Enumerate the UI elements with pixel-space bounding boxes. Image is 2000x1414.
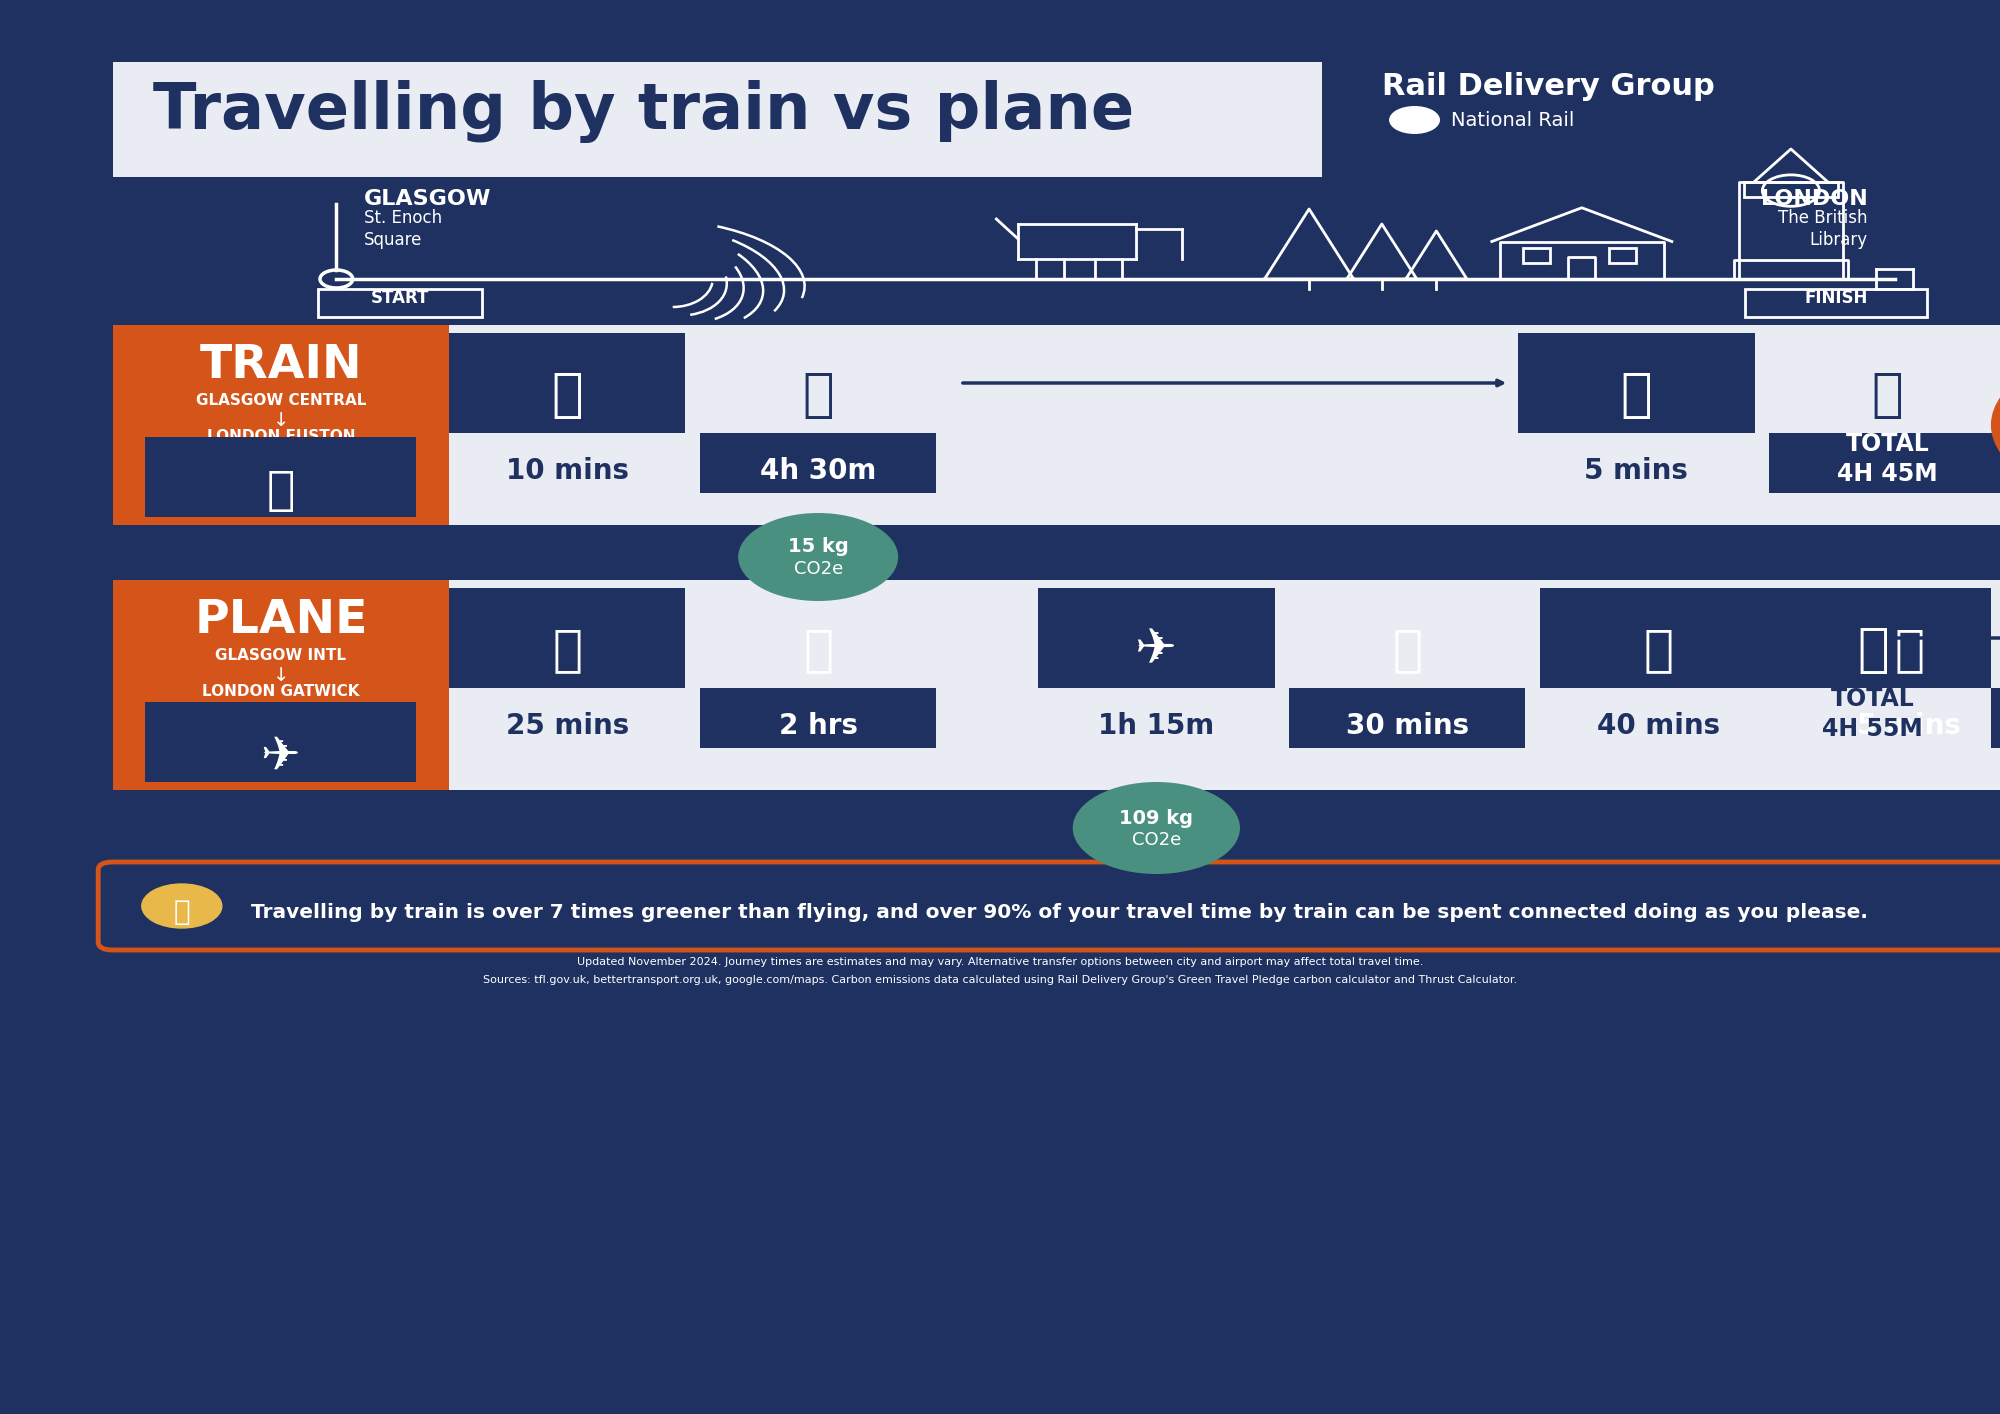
Text: START: START [370, 288, 430, 307]
FancyBboxPatch shape [146, 437, 416, 518]
FancyBboxPatch shape [700, 588, 936, 689]
Text: 15 kg: 15 kg [788, 537, 848, 557]
FancyBboxPatch shape [450, 433, 686, 493]
Circle shape [142, 884, 222, 928]
Text: 4h 30m: 4h 30m [760, 457, 876, 485]
Text: 10 mins: 10 mins [506, 457, 628, 485]
Circle shape [738, 513, 898, 601]
Text: The British
Library: The British Library [1778, 209, 1868, 249]
Text: Travelling by train vs plane: Travelling by train vs plane [152, 81, 1134, 143]
Text: Travelling by train is over 7 times greener than flying, and over 90% of your tr: Travelling by train is over 7 times gree… [250, 902, 1868, 922]
Text: 5 mins: 5 mins [1858, 713, 1962, 740]
Text: TOTAL
4H 55M: TOTAL 4H 55M [1822, 687, 1924, 741]
FancyBboxPatch shape [1540, 588, 1776, 689]
FancyBboxPatch shape [112, 62, 1322, 177]
FancyBboxPatch shape [112, 580, 450, 790]
Text: 📍: 📍 [1872, 369, 1904, 421]
FancyBboxPatch shape [450, 588, 686, 689]
Text: 🚶: 🚶 [1620, 369, 1652, 421]
FancyBboxPatch shape [1790, 588, 2000, 689]
FancyBboxPatch shape [112, 151, 2000, 317]
Text: 💡: 💡 [174, 898, 190, 926]
FancyBboxPatch shape [1770, 433, 2000, 493]
Text: PLANE: PLANE [194, 598, 368, 643]
FancyBboxPatch shape [1038, 689, 1274, 748]
FancyBboxPatch shape [1540, 689, 1776, 748]
Text: 🧳: 🧳 [1392, 626, 1422, 674]
Text: 🚆: 🚆 [266, 469, 296, 515]
FancyBboxPatch shape [1290, 689, 1526, 748]
Text: ✈️: ✈️ [1136, 626, 1178, 674]
Text: 109 kg: 109 kg [1120, 809, 1194, 827]
Text: GLASGOW: GLASGOW [364, 189, 492, 209]
Text: LONDON: LONDON [1760, 189, 1868, 209]
FancyBboxPatch shape [98, 863, 2000, 950]
Circle shape [1072, 782, 1240, 874]
Text: Rail Delivery Group: Rail Delivery Group [1382, 72, 1714, 100]
Text: GLASGOW CENTRAL: GLASGOW CENTRAL [196, 393, 366, 409]
Text: 25 mins: 25 mins [506, 713, 628, 740]
Text: 🛫: 🛫 [804, 626, 834, 674]
Text: ↓: ↓ [272, 666, 290, 684]
Text: National Rail: National Rail [1450, 110, 1574, 130]
FancyBboxPatch shape [1038, 588, 1274, 689]
Text: ✈️: ✈️ [262, 734, 300, 779]
FancyBboxPatch shape [1290, 588, 1526, 689]
Text: St. Enoch
Square: St. Enoch Square [364, 209, 442, 249]
Text: LONDON GATWICK: LONDON GATWICK [202, 684, 360, 699]
Text: Sources: tfl.gov.uk, bettertransport.org.uk, google.com/maps. Carbon emissions d: Sources: tfl.gov.uk, bettertransport.org… [482, 976, 1518, 986]
Text: 1h 15m: 1h 15m [1098, 713, 1214, 740]
Text: CO2e: CO2e [1132, 831, 1180, 848]
Circle shape [1990, 346, 2000, 503]
FancyBboxPatch shape [112, 325, 2000, 525]
Text: Updated November 2024. Journey times are estimates and may vary. Alternative tra: Updated November 2024. Journey times are… [576, 957, 1424, 967]
FancyBboxPatch shape [112, 325, 450, 525]
Text: ↓: ↓ [272, 411, 290, 430]
FancyBboxPatch shape [450, 689, 686, 748]
Text: CO2e: CO2e [794, 560, 842, 578]
Text: 📍: 📍 [1856, 624, 1888, 676]
Text: LONDON EUSTON: LONDON EUSTON [206, 428, 356, 444]
FancyBboxPatch shape [700, 433, 936, 493]
FancyBboxPatch shape [1770, 334, 2000, 433]
Text: 🚕: 🚕 [552, 626, 582, 674]
FancyBboxPatch shape [700, 689, 936, 748]
FancyBboxPatch shape [450, 334, 686, 433]
Text: 40 mins: 40 mins [1596, 713, 1720, 740]
FancyBboxPatch shape [112, 580, 2000, 790]
Text: FINISH: FINISH [1804, 288, 1868, 307]
FancyBboxPatch shape [700, 334, 936, 433]
Text: 🚶: 🚶 [552, 369, 584, 421]
Text: 5 mins: 5 mins [1584, 457, 1688, 485]
Text: GLASGOW INTL: GLASGOW INTL [216, 648, 346, 663]
Text: 🚆: 🚆 [802, 369, 834, 421]
Text: TRAIN: TRAIN [200, 344, 362, 387]
FancyBboxPatch shape [146, 701, 416, 782]
FancyBboxPatch shape [1790, 689, 2000, 748]
FancyBboxPatch shape [1754, 689, 1990, 748]
Text: TOTAL
4H 45M: TOTAL 4H 45M [1836, 433, 1938, 486]
Text: 🚌: 🚌 [1644, 626, 1674, 674]
FancyBboxPatch shape [1518, 334, 1754, 433]
Text: 30 mins: 30 mins [1346, 713, 1468, 740]
Text: 2 hrs: 2 hrs [778, 713, 858, 740]
Text: 🚶: 🚶 [1894, 626, 1924, 674]
Circle shape [1390, 106, 1440, 134]
FancyBboxPatch shape [1754, 588, 1990, 689]
FancyBboxPatch shape [1518, 433, 1754, 493]
